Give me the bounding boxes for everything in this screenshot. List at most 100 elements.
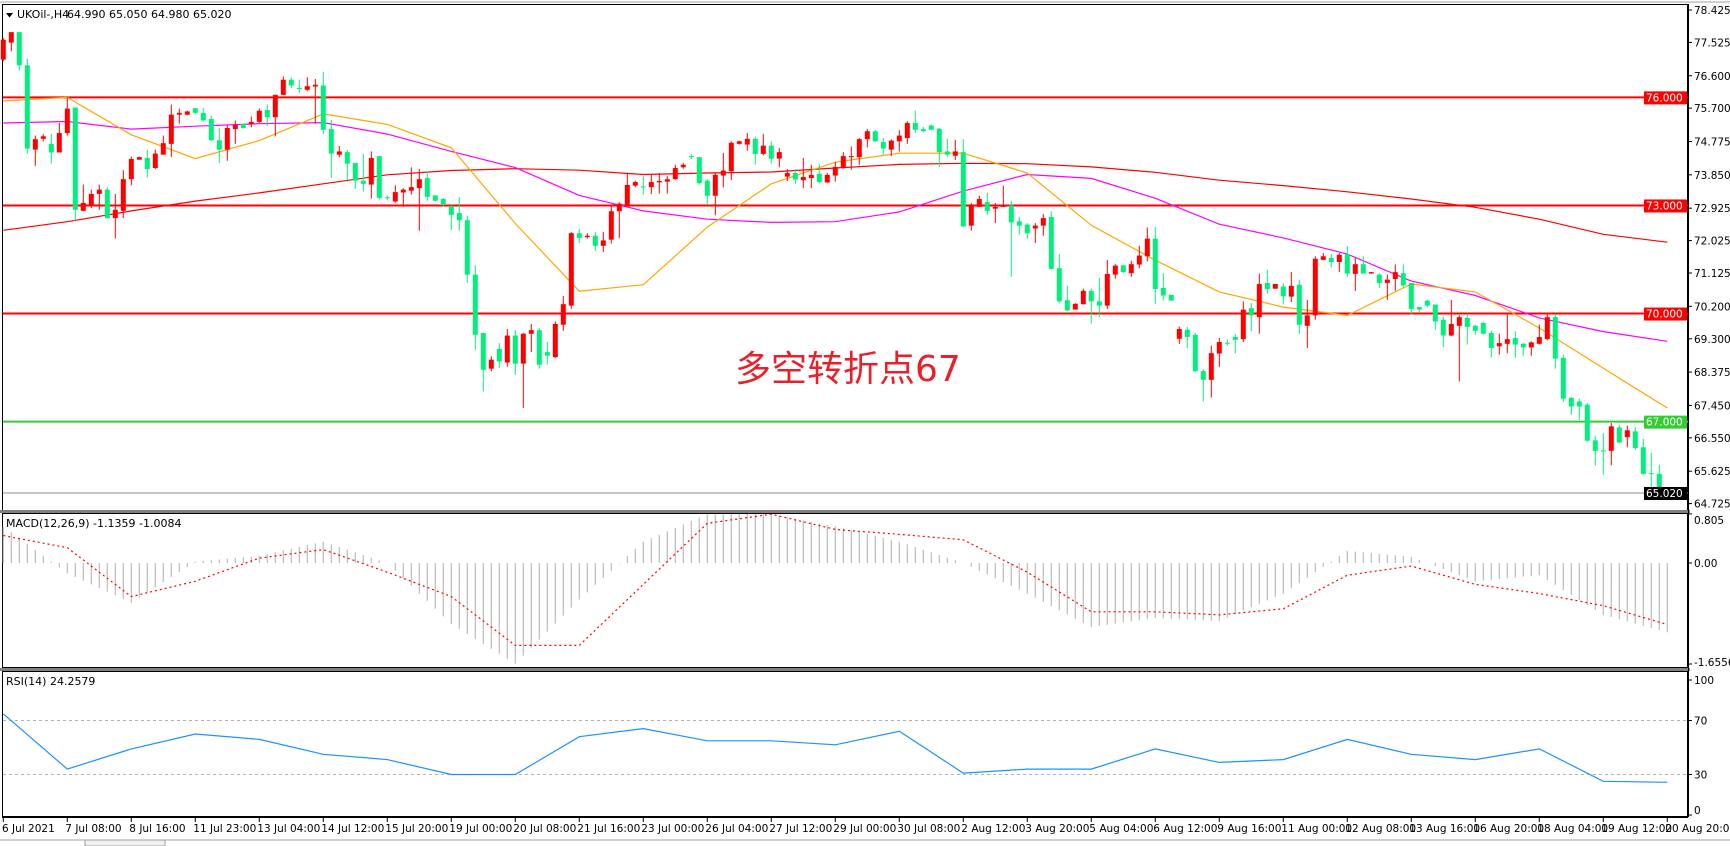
- candle-body: [752, 138, 758, 154]
- candle-body: [304, 86, 310, 90]
- dropdown-triangle-icon[interactable]: [6, 13, 13, 18]
- level-labels: 76.000 73.000 70.000 67.000 65.020: [1644, 91, 1687, 500]
- candle: [248, 116, 254, 128]
- time-axis-label: 19 Jul 00:00: [449, 823, 512, 835]
- candle: [496, 343, 502, 368]
- candle: [1240, 301, 1246, 343]
- chart-symbol: UKOil-,H4: [17, 8, 69, 21]
- candle: [1056, 254, 1062, 304]
- pane-separator-macd[interactable]: [0, 510, 1690, 513]
- time-axis-label: 13 Aug 16:00: [1409, 823, 1480, 835]
- candle-body: [1360, 264, 1366, 274]
- candle: [912, 110, 918, 134]
- candle-body: [1288, 285, 1294, 297]
- price-axis-label: 76.600: [1694, 71, 1730, 83]
- chart-tab[interactable]: [84, 839, 166, 846]
- macd-axis-label: 0.00: [1694, 558, 1717, 570]
- candle: [920, 126, 926, 132]
- candle-body: [1600, 450, 1606, 452]
- candle-body: [1504, 339, 1510, 344]
- candle: [184, 110, 190, 116]
- candle: [80, 184, 86, 212]
- candle-body: [1304, 315, 1310, 326]
- candle-body: [1624, 430, 1630, 438]
- candle-body: [744, 138, 750, 145]
- candle: [840, 152, 846, 169]
- candle-body: [1224, 342, 1230, 344]
- candle: [1344, 245, 1350, 278]
- candle-body: [496, 348, 502, 362]
- candle: [1200, 369, 1206, 402]
- candle-body: [872, 131, 878, 142]
- candle: [1312, 256, 1318, 320]
- time-axis[interactable]: 6 Jul 2021 7 Jul 08:00 8 Jul 16:00 11 Jul 2…: [2, 817, 1730, 835]
- pane-separator-rsi[interactable]: [0, 668, 1690, 671]
- candle-body: [96, 189, 102, 194]
- time-axis-label: 12 Aug 08:00: [1345, 823, 1416, 835]
- candle: [472, 265, 478, 350]
- candle: [464, 215, 470, 283]
- candle-body: [88, 193, 94, 205]
- candle: [816, 164, 822, 184]
- rsi-axis-label: 0: [1694, 805, 1701, 817]
- candle-body: [704, 180, 710, 196]
- candle-body: [952, 151, 958, 156]
- candle: [1016, 216, 1022, 235]
- price-axis[interactable]: 78.425 77.525 76.600 75.700 74.775 73.850 72.9…: [1688, 4, 1730, 817]
- candle: [632, 180, 638, 188]
- candle-body: [1320, 256, 1326, 260]
- candle-body: [320, 85, 326, 130]
- candle: [1368, 272, 1374, 274]
- candle-body: [1544, 317, 1550, 340]
- candle-body: [1128, 264, 1134, 274]
- price-axis-label: 74.775: [1694, 137, 1730, 149]
- level-label: 65.020: [1646, 488, 1683, 500]
- candle: [808, 164, 814, 189]
- candle-body: [904, 122, 910, 139]
- candle: [744, 133, 750, 151]
- candle-body: [1512, 338, 1518, 345]
- candle-body: [664, 179, 670, 182]
- candle-body: [840, 156, 846, 168]
- time-axis-label: 30 Jul 08:00: [897, 823, 960, 835]
- candle-body: [1488, 333, 1494, 349]
- candle-body: [392, 192, 398, 202]
- candle: [1488, 330, 1494, 358]
- candle: [592, 232, 598, 251]
- candle: [1152, 227, 1158, 304]
- candle-body: [1064, 300, 1070, 311]
- candle: [1384, 274, 1390, 300]
- candle: [1008, 200, 1014, 277]
- candle: [1400, 264, 1406, 288]
- candle: [544, 342, 550, 365]
- candle: [1328, 254, 1334, 268]
- candle-body: [1072, 303, 1078, 310]
- candle: [1600, 433, 1606, 475]
- candle: [232, 120, 238, 144]
- level-label-bg: [1644, 307, 1687, 321]
- candle: [736, 140, 742, 145]
- candle: [616, 202, 622, 238]
- candle-body: [1592, 440, 1598, 451]
- candle: [96, 184, 102, 210]
- candle: [1568, 397, 1574, 415]
- candle: [1104, 259, 1110, 309]
- candle: [304, 77, 310, 92]
- candle: [552, 321, 558, 358]
- candle: [208, 115, 214, 142]
- candle: [240, 123, 246, 129]
- macd-axis-label: -1.6556: [1694, 657, 1730, 669]
- candle-body: [1120, 265, 1126, 273]
- candle: [984, 192, 990, 215]
- candle-body: [1656, 473, 1662, 495]
- candle-body: [696, 157, 702, 184]
- candle: [1192, 333, 1198, 372]
- candle-body: [288, 79, 294, 86]
- candle: [1640, 438, 1646, 475]
- candle: [872, 129, 878, 143]
- candle: [216, 127, 222, 163]
- candle-body: [520, 333, 526, 364]
- candle: [1040, 214, 1046, 236]
- candle-body: [672, 167, 678, 180]
